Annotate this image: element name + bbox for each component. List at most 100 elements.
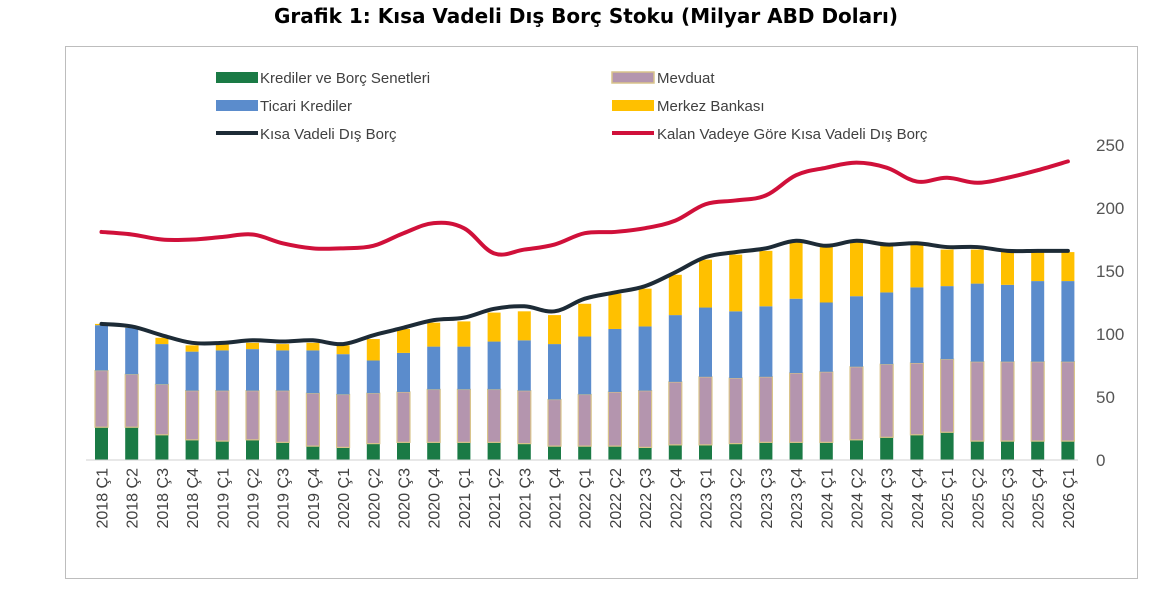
point-kalan-vadeye-g-re-k-sa-vadeli-d-bor-2024-3 <box>885 166 888 169</box>
x-tick-2021-3: 2021 Ç3 <box>517 468 534 529</box>
bar-merkez-bankas-2018-4 <box>185 345 199 352</box>
bar-merkez-bankas-2022-4 <box>668 274 682 316</box>
bar-krediler-ve-bor-senetleri-2021-3 <box>517 443 531 460</box>
bar-ticari-krediler-2019-2 <box>246 349 259 391</box>
bar-mevduat-2025-1 <box>939 358 955 433</box>
bar-krediler-ve-bor-senetleri-2020-1 <box>336 447 350 460</box>
x-tick-2019-3: 2019 Ç3 <box>276 468 293 529</box>
point-k-sa-vadeli-d-bor-2019-4 <box>311 339 315 342</box>
y-axis-ticks: 0 50 100 150 200 250 <box>1096 136 1124 470</box>
x-tick-2023-4: 2023 Ç4 <box>789 468 806 529</box>
bar-krediler-ve-bor-senetleri-2025-1 <box>940 432 954 460</box>
bar-merkez-bankas-2021-2 <box>487 312 501 342</box>
point-k-sa-vadeli-d-bor-2023-2 <box>734 250 737 254</box>
bar-krediler-ve-bor-senetleri-2022-2 <box>608 446 622 460</box>
x-tick-2023-1: 2023 Ç1 <box>699 468 716 529</box>
bar-krediler-ve-bor-senetleri-2023-1 <box>699 444 712 460</box>
chart-frame <box>65 46 1138 579</box>
x-tick-2022-1: 2022 Ç1 <box>578 468 595 529</box>
point-kalan-vadeye-g-re-k-sa-vadeli-d-bor-2021-1 <box>462 226 466 230</box>
x-tick-2021-1: 2021 Ç1 <box>457 468 474 529</box>
point-kalan-vadeye-g-re-k-sa-vadeli-d-bor-2025-4 <box>1036 169 1039 172</box>
bar-krediler-ve-bor-senetleri-2019-3 <box>276 442 290 460</box>
bar-merkez-bankas-2019-2 <box>246 342 259 350</box>
legend-label-kalan-vadeye: Kalan Vadeye Göre Kısa Vadeli Dış Borç <box>657 126 928 143</box>
bar-ticari-krediler-2019-1 <box>215 350 229 391</box>
bar-ticari-krediler-2023-4 <box>789 298 803 374</box>
bar-krediler-ve-bor-senetleri-2019-2 <box>246 439 259 460</box>
point-k-sa-vadeli-d-bor-2026-1 <box>1066 249 1070 253</box>
point-kalan-vadeye-g-re-k-sa-vadeli-d-bor-2025-3 <box>1006 176 1009 179</box>
bar-krediler-ve-bor-senetleri-2022-1 <box>578 446 592 460</box>
bar-ticari-krediler-2022-2 <box>608 328 622 392</box>
bar-krediler-ve-bor-senetleri-2021-2 <box>487 442 501 460</box>
point-kalan-vadeye-g-re-k-sa-vadeli-d-bor-2025-2 <box>976 181 979 184</box>
point-kalan-vadeye-g-re-k-sa-vadeli-d-bor-2022-1 <box>583 232 586 235</box>
bar-merkez-bankas-2020-3 <box>397 328 410 353</box>
bar-ticari-krediler-2022-4 <box>668 315 682 382</box>
bar-merkez-bankas-2020-1 <box>336 345 350 355</box>
bar-merkez-bankas-2024-4 <box>910 244 924 288</box>
bar-ticari-krediler-2021-4 <box>548 344 561 400</box>
point-kalan-vadeye-g-re-k-sa-vadeli-d-bor-2018-2 <box>130 233 133 236</box>
point-k-sa-vadeli-d-bor-2023-4 <box>794 239 798 242</box>
bar-krediler-ve-bor-senetleri-2024-1 <box>819 442 833 460</box>
bar-krediler-ve-bor-senetleri-2022-4 <box>668 444 682 460</box>
bar-mevduat-2023-4 <box>788 372 804 443</box>
point-k-sa-vadeli-d-bor-2020-4 <box>432 318 435 322</box>
y-tick-250: 250 <box>1096 136 1124 155</box>
x-tick-2020-4: 2020 Ç4 <box>427 468 444 529</box>
bar-ticari-krediler-2023-2 <box>729 311 743 379</box>
bar-krediler-ve-bor-senetleri-2019-4 <box>306 446 320 460</box>
bar-mevduat-2024-1 <box>819 371 834 443</box>
bar-krediler-ve-bor-senetleri-2020-2 <box>366 443 380 460</box>
point-k-sa-vadeli-d-bor-2021-3 <box>523 305 526 308</box>
legend-label-kisa-vadeli: Kısa Vadeli Dış Borç <box>260 126 397 143</box>
bar-krediler-ve-bor-senetleri-2018-4 <box>185 439 199 460</box>
point-k-sa-vadeli-d-bor-2018-2 <box>130 325 133 328</box>
bar-mevduat-2019-4 <box>305 392 320 447</box>
bar-mevduat-2021-4 <box>547 398 562 447</box>
bar-merkez-bankas-2024-1 <box>819 247 833 303</box>
bar-mevduat-2025-3 <box>1000 361 1015 442</box>
bar-mevduat-2018-4 <box>185 390 200 441</box>
bar-ticari-krediler-2025-3 <box>1001 284 1014 362</box>
bar-mevduat-2025-2 <box>970 361 985 442</box>
bar-mevduat-2020-1 <box>336 393 351 449</box>
point-k-sa-vadeli-d-bor-2018-1 <box>100 322 103 326</box>
bar-merkez-bankas-2019-1 <box>215 344 229 351</box>
point-k-sa-vadeli-d-bor-2024-1 <box>825 244 828 247</box>
bar-merkez-bankas-2023-3 <box>759 250 773 307</box>
bar-ticari-krediler-2020-1 <box>336 354 350 395</box>
x-tick-2018-1: 2018 Ç1 <box>95 468 112 529</box>
point-k-sa-vadeli-d-bor-2022-2 <box>613 291 617 294</box>
bar-merkez-bankas-2021-1 <box>457 321 471 347</box>
bar-krediler-ve-bor-senetleri-2021-4 <box>548 446 561 460</box>
bar-ticari-krediler-2024-4 <box>910 287 924 363</box>
bar-mevduat-2022-1 <box>577 393 592 447</box>
x-tick-2025-4: 2025 Ç4 <box>1031 468 1048 529</box>
point-k-sa-vadeli-d-bor-2020-2 <box>372 334 375 337</box>
bar-merkez-bankas-2023-2 <box>729 254 743 312</box>
bar-ticari-krediler-2021-2 <box>487 341 501 390</box>
bar-krediler-ve-bor-senetleri-2023-4 <box>789 442 803 460</box>
bar-mevduat-2018-2 <box>124 373 139 428</box>
bar-ticari-krediler-2024-3 <box>880 292 894 365</box>
point-k-sa-vadeli-d-bor-2025-3 <box>1006 249 1009 253</box>
bar-krediler-ve-bor-senetleri-2025-4 <box>1031 441 1045 460</box>
bar-merkez-bankas-2022-1 <box>578 303 592 337</box>
bar-krediler-ve-bor-senetleri-2023-3 <box>759 442 773 460</box>
legend: Krediler ve Borç Senetleri Mevduat Ticar… <box>216 70 928 143</box>
x-tick-2024-2: 2024 Ç2 <box>850 468 867 529</box>
bar-mevduat-2021-2 <box>487 388 502 443</box>
bar-krediler-ve-bor-senetleri-2020-3 <box>397 442 410 460</box>
bar-mevduat-2020-3 <box>396 391 411 443</box>
bar-mevduat-2024-3 <box>879 363 894 438</box>
point-kalan-vadeye-g-re-k-sa-vadeli-d-bor-2020-2 <box>372 244 375 247</box>
bar-ticari-krediler-2022-1 <box>578 336 592 395</box>
bar-ticari-krediler-2025-2 <box>970 283 984 362</box>
bar-ticari-krediler-2021-1 <box>457 346 471 390</box>
bar-ticari-krediler-2018-1 <box>95 325 108 371</box>
point-kalan-vadeye-g-re-k-sa-vadeli-d-bor-2019-4 <box>311 247 315 250</box>
x-tick-2025-2: 2025 Ç2 <box>970 468 987 529</box>
